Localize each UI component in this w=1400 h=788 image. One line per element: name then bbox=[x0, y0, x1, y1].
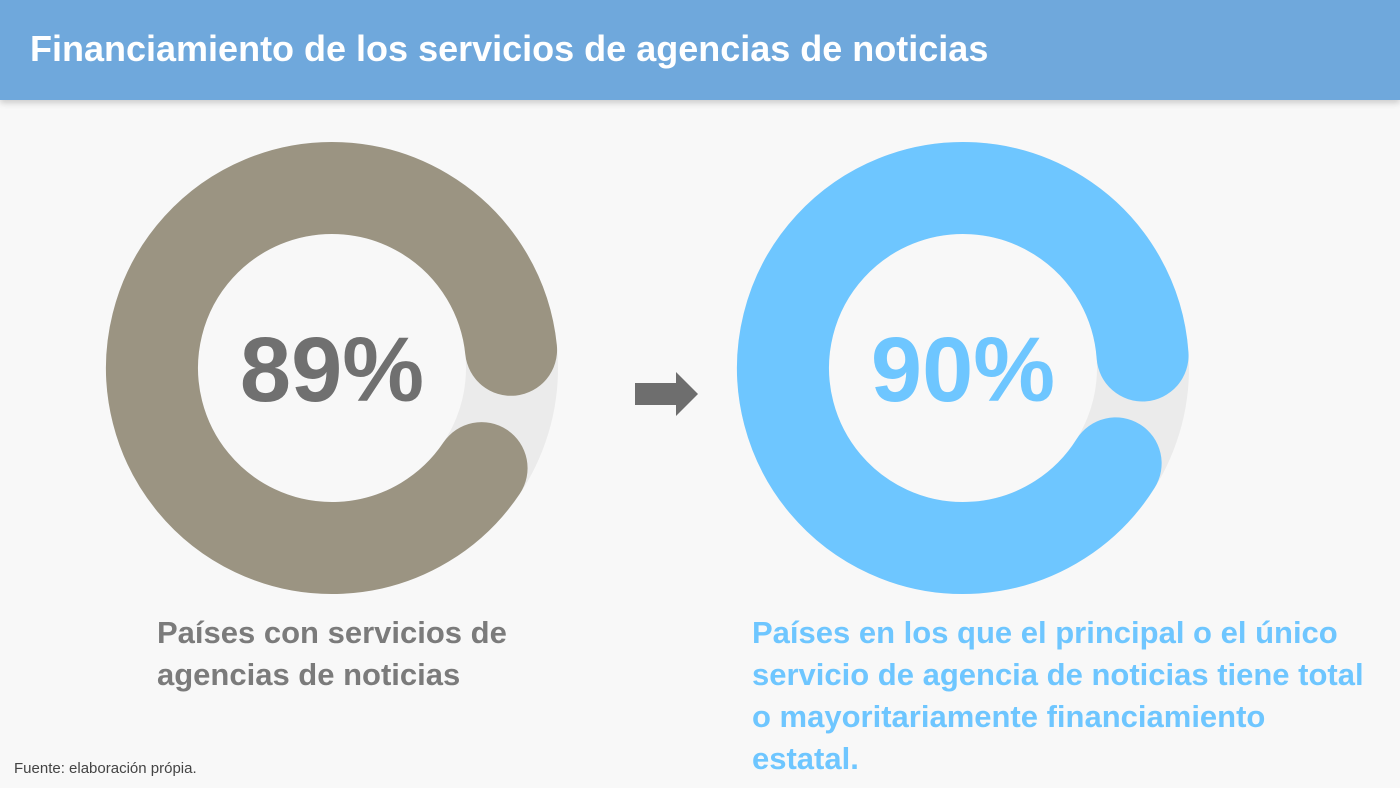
source-note: Fuente: elaboración própia. bbox=[14, 760, 197, 777]
caption-right: Países en los que el principal o el únic… bbox=[752, 615, 1364, 776]
arrow-right-icon bbox=[635, 372, 698, 416]
page-title: Financiamiento de los servicios de agenc… bbox=[30, 28, 989, 69]
donut-left-arc bbox=[106, 142, 558, 594]
donut-right-arc bbox=[737, 142, 1189, 594]
donut-chart-right: 90% bbox=[737, 142, 1189, 594]
caption-left: Países con servicios de agencias de noti… bbox=[157, 615, 507, 692]
donut-chart-left: 89% bbox=[106, 142, 558, 594]
donut-left-percent: 89% bbox=[240, 319, 424, 421]
header-bar: Financiamiento de los servicios de agenc… bbox=[0, 0, 1400, 100]
donut-right-percent: 90% bbox=[871, 319, 1055, 421]
